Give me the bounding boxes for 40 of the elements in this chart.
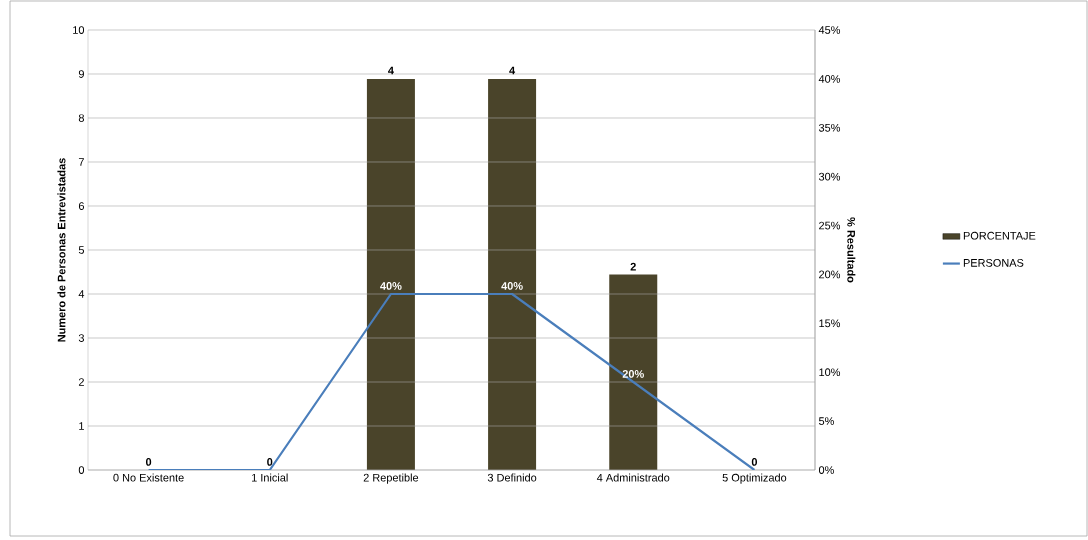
y2-tick-label: 20%	[819, 270, 841, 279]
annotation: 4	[388, 66, 394, 75]
annotation: 4	[509, 66, 516, 75]
annotation: 0	[267, 458, 273, 466]
y2-tick-label: 0%	[818, 466, 834, 474]
y-tick-label: 6	[78, 202, 84, 210]
y2-tick-label: 45%	[818, 26, 841, 34]
y2-tick-label: 35%	[818, 123, 841, 132]
legend-label: PORCENTAJE	[963, 231, 1036, 240]
y-tick-label: 1	[79, 422, 84, 430]
y-tick-label: 0	[78, 466, 85, 474]
y-tick-label: 4	[78, 290, 85, 298]
y2-axis-title: % Resultado	[847, 217, 856, 283]
y-tick-label: 10	[73, 26, 85, 34]
y2-tick-label: 25%	[819, 221, 841, 230]
x-tick-label: 4 Administrado	[596, 473, 670, 482]
y-tick-label: 5	[78, 246, 85, 254]
y2-tick-label: 30%	[818, 172, 841, 181]
x-tick-label: 5 Optimizado	[722, 473, 787, 484]
y-tick-label: 8	[78, 114, 84, 122]
annotation: 0	[751, 458, 758, 466]
annotation: 0	[145, 458, 152, 466]
annotation: 20%	[622, 370, 644, 378]
y2-tick-label: 5%	[818, 417, 834, 425]
y2-tick-label: 15%	[819, 319, 841, 328]
y-tick-label: 3	[78, 334, 84, 342]
annotation: 40%	[501, 282, 523, 290]
y-tick-label: 7	[78, 158, 84, 166]
x-tick-label: 3 Definido	[487, 473, 537, 482]
y2-tick-label: 40%	[818, 75, 841, 83]
legend-label: PERSONAS	[963, 259, 1024, 267]
annotation: 2	[630, 262, 636, 271]
x-tick-label: 0 No Existente	[113, 473, 184, 482]
y-tick-label: 9	[78, 70, 84, 78]
x-tick-label: 1 Inicial	[252, 473, 288, 482]
y2-tick-label: 10%	[819, 368, 841, 377]
y-axis-title: Numero de Personas Entrevistadas	[57, 158, 66, 342]
x-tick-label: 2 Repetible	[363, 473, 419, 484]
annotation: 40%	[380, 282, 402, 290]
y-tick-label: 2	[78, 378, 84, 386]
